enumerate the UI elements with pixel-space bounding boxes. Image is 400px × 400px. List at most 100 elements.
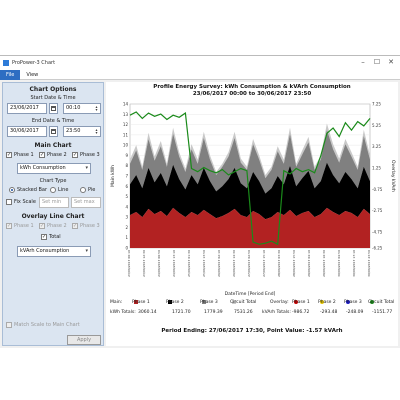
- legend-item-circuit-total: Circuit Total: [230, 300, 257, 305]
- kwh-totals-label: kWh Totals:: [110, 310, 136, 315]
- legend-main-label: Main:: [110, 300, 123, 305]
- close-button[interactable]: ✕: [388, 58, 394, 66]
- x-tick-label: 26/06/2017 14:30: [232, 250, 236, 277]
- y2-tick-label: -2.75: [372, 208, 383, 213]
- legend-item-phase1: Phase 1: [132, 300, 150, 305]
- overlay-phase1-checkbox[interactable]: ✓ Phase 1: [6, 223, 34, 229]
- set-min-field[interactable]: Set min: [39, 197, 69, 208]
- overlay-legend-phase1: Phase 1: [292, 300, 310, 305]
- y-tick-label: 9: [125, 153, 128, 158]
- end-calendar-button[interactable]: [49, 126, 58, 137]
- checkbox-label: Fix Scale: [14, 199, 36, 205]
- start-time-value: 00:10: [66, 105, 81, 111]
- y2-tick-label: 3.25: [372, 144, 381, 149]
- series-area-1: [130, 162, 370, 220]
- y2-tick-label: 1.25: [372, 166, 381, 171]
- calendar-icon: [51, 106, 56, 111]
- minimize-button[interactable]: –: [361, 58, 365, 66]
- x-tick-label: 30/06/2017 17:10: [352, 250, 356, 277]
- start-calendar-button[interactable]: [49, 103, 58, 114]
- y-tick-label: 6: [125, 184, 128, 189]
- y2-axis-label: Overlay kVArh: [390, 160, 396, 192]
- overlay-phase2-checkbox[interactable]: ✓ Phase 2: [39, 223, 67, 229]
- y-tick-label: 12: [123, 122, 129, 127]
- period-ending-status: Period Ending: 27/06/2017 17:30, Point V…: [161, 328, 343, 334]
- set-max-field[interactable]: Set max: [71, 197, 101, 208]
- main-phase2-checkbox[interactable]: ✓ Phase 2: [39, 152, 67, 158]
- menu-view[interactable]: View: [26, 71, 39, 78]
- y2-tick-label: 5.25: [372, 123, 381, 128]
- checkbox-label: Phase 2: [47, 223, 67, 229]
- end-time-field[interactable]: 23:50 ▴ ▾: [63, 126, 101, 137]
- end-date-field[interactable]: 30/06/2017: [7, 126, 47, 137]
- main-chart-heading: Main Chart: [34, 142, 72, 149]
- radio-icon: [50, 187, 56, 193]
- radio-label: Line: [58, 187, 69, 193]
- y2-tick-label: 7.25: [372, 102, 381, 107]
- main-phase1-checkbox[interactable]: ✓ Phase 1: [6, 152, 34, 158]
- chart-subtitle: 23/06/2017 00:00 to 30/06/2017 23:50: [192, 91, 312, 97]
- checkbox-label: Phase 3: [80, 152, 100, 158]
- chevron-down-icon: ▾: [85, 165, 88, 171]
- fix-scale-checkbox[interactable]: Fix Scale: [6, 199, 36, 205]
- main-chart-select[interactable]: kWh Consumption ▾: [17, 163, 91, 174]
- y2-tick-label: -6.25: [372, 246, 383, 251]
- x-tick-label: 27/06/2017 15:10: [262, 250, 266, 277]
- y-tick-label: 4: [125, 204, 128, 209]
- main-phase3-checkbox[interactable]: ✓ Phase 3: [72, 152, 100, 158]
- radio-label: Pie: [88, 187, 96, 193]
- legend-item-phase3: Phase 3: [200, 300, 218, 305]
- chart-area: Profile Energy Survey: kWh Consumption &…: [106, 82, 398, 346]
- radio-stacked-bar[interactable]: Stacked Bar: [9, 187, 47, 193]
- end-label: End Date & Time: [31, 118, 75, 124]
- title-bar: ProPower-3 Chart – ☐ ✕: [0, 56, 400, 70]
- kwh-total-phase1: 3060.14: [138, 310, 157, 315]
- checkbox-icon: ✓: [72, 152, 78, 158]
- x-tick-label: 26/06/2017 02:10: [217, 250, 221, 277]
- x-tick-label: 28/06/2017 15:50: [292, 250, 296, 277]
- kwh-total-phase2: 1721.70: [172, 310, 191, 315]
- radio-line[interactable]: Line: [50, 187, 68, 193]
- y-tick-label: 1: [125, 235, 128, 240]
- apply-button[interactable]: Apply: [67, 335, 101, 345]
- x-tick-label: 24/06/2017 13:10: [172, 250, 176, 277]
- overlay-chart-select[interactable]: kVArh Consumption ▾: [17, 246, 91, 257]
- kvarh-totals-label: kVArh Totals:: [262, 310, 291, 315]
- checkbox-icon: ✓: [6, 223, 12, 229]
- start-time-field[interactable]: 00:10 ▴ ▾: [63, 103, 101, 114]
- menu-bar: File View: [0, 69, 400, 80]
- checkbox-icon: ✓: [39, 223, 45, 229]
- overlay-total-checkbox[interactable]: ✓ Total: [41, 234, 61, 240]
- options-heading: Chart Options: [29, 86, 77, 93]
- y2-tick-label: -4.75: [372, 230, 383, 235]
- overlay-heading: Overlay Line Chart: [21, 213, 85, 220]
- y-tick-label: 14: [123, 102, 129, 107]
- spinner-icon[interactable]: ▴ ▾: [95, 104, 98, 112]
- overlay-legend-phase2: Phase 2: [318, 300, 336, 305]
- x-tick-label: 30/06/2017 23:50: [367, 250, 371, 277]
- y-tick-label: 7: [125, 174, 128, 179]
- x-tick-label: 23/06/2017 00:10: [127, 250, 131, 277]
- overlay-phase3-checkbox[interactable]: ✓ Phase 3: [72, 223, 100, 229]
- checkbox-icon: [6, 322, 12, 328]
- menu-file[interactable]: File: [0, 69, 21, 80]
- y-tick-label: 8: [125, 163, 128, 168]
- overlay-legend-phase3: Phase 3: [344, 300, 362, 305]
- x-tick-label: 25/06/2017 01:30: [187, 250, 191, 277]
- kvarh-total-phase2: -293.48: [320, 310, 338, 315]
- chart-svg[interactable]: 141312111098765432107.255.253.251.25-0.7…: [106, 98, 398, 298]
- kvarh-total-circuit: -1151.77: [372, 310, 393, 315]
- start-date-field[interactable]: 23/06/2017: [7, 103, 47, 114]
- maximize-button[interactable]: ☐: [373, 58, 381, 66]
- checkbox-label: Phase 3: [80, 223, 100, 229]
- end-time-value: 23:50: [66, 128, 81, 134]
- calendar-icon: [51, 129, 56, 134]
- x-tick-label: 28/06/2017 03:30: [277, 250, 281, 277]
- y-tick-label: 13: [123, 112, 129, 117]
- x-tick-label: 25/06/2017 13:50: [202, 250, 206, 277]
- start-label: Start Date & Time: [30, 95, 76, 101]
- radio-pie[interactable]: Pie: [80, 187, 95, 193]
- spinner-icon[interactable]: ▴ ▾: [95, 127, 98, 135]
- match-scale-checkbox[interactable]: Match Scale to Main Chart: [6, 322, 80, 328]
- radio-label: Stacked Bar: [17, 187, 48, 193]
